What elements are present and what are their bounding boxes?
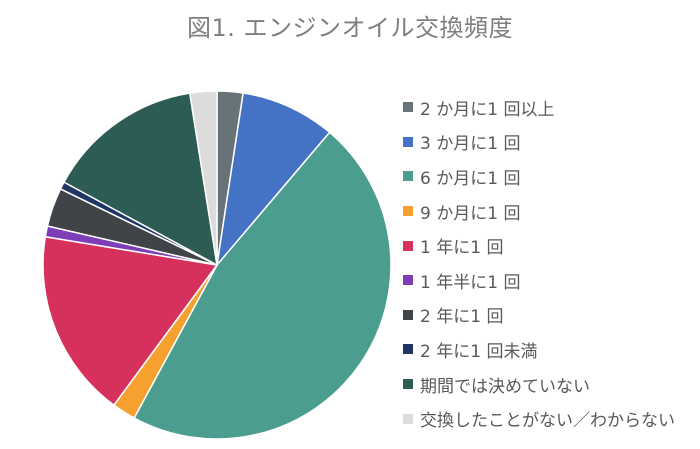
legend: 2 か月に1 回以上 3 か月に1 回 6 か月に1 回 9 か月に1 回 1 年に1 … [403, 90, 675, 436]
legend-label-8: 2 年に1 回未満 [420, 341, 538, 362]
legend-item-7: 2 年に1 回 [403, 298, 675, 333]
legend-item-10: 交換したことがない／わからない [403, 401, 675, 436]
legend-swatch-2 [403, 136, 413, 147]
legend-swatch-9 [403, 379, 413, 390]
legend-label-5: 1 年に1 回 [420, 238, 504, 259]
legend-item-6: 1 年半に1 回 [403, 263, 675, 298]
legend-swatch-8 [403, 344, 413, 355]
legend-label-7: 2 年に1 回 [420, 307, 504, 328]
legend-label-1: 2 か月に1 回以上 [420, 99, 555, 120]
legend-swatch-1 [403, 102, 413, 113]
legend-label-3: 6 か月に1 回 [420, 168, 521, 189]
legend-swatch-4 [403, 206, 413, 217]
legend-item-9: 期間では決めていない [403, 367, 675, 402]
legend-label-9: 期間では決めていない [420, 376, 590, 397]
pie-slices [42, 90, 392, 440]
legend-label-2: 3 か月に1 回 [420, 134, 521, 155]
pie-slice-2 [216, 92, 331, 266]
legend-item-1: 2 か月に1 回以上 [403, 90, 675, 125]
pie-slice-9 [63, 92, 218, 266]
legend-label-10: 交換したことがない／わからない [420, 411, 675, 432]
pie-slice-5 [42, 235, 218, 406]
chart-title: 図1. エンジンオイル交換頻度 [186, 14, 514, 42]
legend-swatch-10 [403, 413, 413, 424]
legend-swatch-5 [403, 240, 413, 251]
legend-item-8: 2 年に1 回未満 [403, 332, 675, 367]
legend-item-2: 3 か月に1 回 [403, 125, 675, 160]
legend-label-6: 1 年半に1 回 [420, 272, 521, 293]
pie-slice-3 [133, 131, 392, 440]
legend-swatch-6 [403, 275, 413, 286]
legend-label-4: 9 か月に1 回 [420, 203, 521, 224]
legend-item-4: 9 か月に1 回 [403, 194, 675, 229]
pie-slice-10 [189, 90, 218, 266]
legend-swatch-7 [403, 309, 413, 320]
legend-item-3: 6 か月に1 回 [403, 159, 675, 194]
legend-swatch-3 [403, 171, 413, 182]
legend-item-5: 1 年に1 回 [403, 228, 675, 263]
